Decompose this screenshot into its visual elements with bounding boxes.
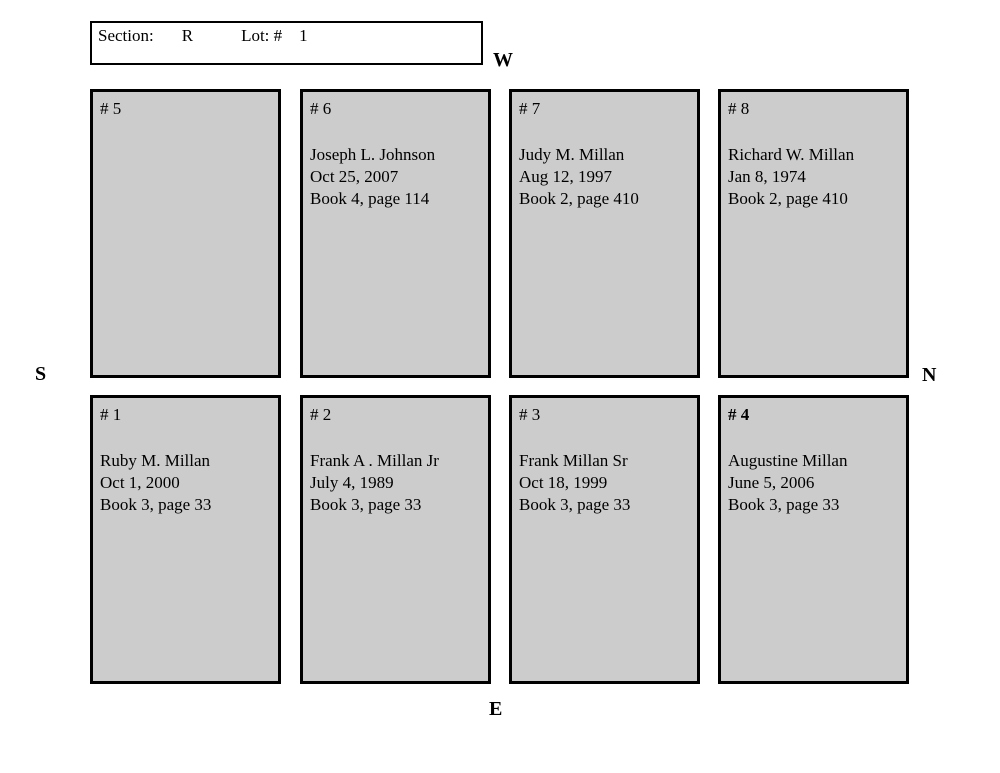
plot-date: Oct 25, 2007 bbox=[310, 167, 399, 186]
compass-south-label: S bbox=[35, 363, 47, 385]
plot-occupant-name: Judy M. Millan bbox=[519, 145, 625, 164]
compass-west-label: W bbox=[493, 49, 513, 71]
plot-number: # 7 bbox=[519, 99, 541, 118]
plot-1[interactable]: # 1 Ruby M. Millan Oct 1, 2000 Book 3, p… bbox=[90, 395, 281, 684]
plot-date bbox=[100, 166, 272, 188]
plot-number: # 6 bbox=[310, 99, 332, 118]
plot-date: July 4, 1989 bbox=[310, 473, 394, 492]
plot-occupant-name: Frank A . Millan Jr bbox=[310, 451, 439, 470]
plot-book-page: Book 3, page 33 bbox=[100, 495, 212, 514]
plot-info: Richard W. Millan Jan 8, 1974 Book 2, pa… bbox=[728, 144, 900, 210]
plot-date: Jan 8, 1974 bbox=[728, 167, 806, 186]
plot-book-page: Book 3, page 33 bbox=[519, 495, 631, 514]
section-value: R bbox=[181, 26, 194, 45]
plot-8[interactable]: # 8 Richard W. Millan Jan 8, 1974 Book 2… bbox=[718, 89, 909, 378]
compass-north-label: N bbox=[922, 364, 937, 386]
plot-2[interactable]: # 2 Frank A . Millan Jr July 4, 1989 Boo… bbox=[300, 395, 491, 684]
plot-book-page: Book 2, page 410 bbox=[519, 189, 639, 208]
plot-occupant-name: Joseph L. Johnson bbox=[310, 145, 436, 164]
plot-book-page: Book 4, page 114 bbox=[310, 189, 430, 208]
plot-3[interactable]: # 3 Frank Millan Sr Oct 18, 1999 Book 3,… bbox=[509, 395, 700, 684]
lot-label: Lot: # bbox=[241, 26, 283, 45]
plot-info: Ruby M. Millan Oct 1, 2000 Book 3, page … bbox=[100, 450, 272, 516]
plot-date: Oct 18, 1999 bbox=[519, 473, 608, 492]
plot-info: Frank Millan Sr Oct 18, 1999 Book 3, pag… bbox=[519, 450, 691, 516]
section-label: Section: bbox=[98, 26, 154, 45]
plot-6[interactable]: # 6 Joseph L. Johnson Oct 25, 2007 Book … bbox=[300, 89, 491, 378]
plot-occupant-name: Ruby M. Millan bbox=[100, 451, 211, 470]
plot-date: Oct 1, 2000 bbox=[100, 473, 180, 492]
plot-info: Judy M. Millan Aug 12, 1997 Book 2, page… bbox=[519, 144, 691, 210]
plot-info: Joseph L. Johnson Oct 25, 2007 Book 4, p… bbox=[310, 144, 482, 210]
plot-date: June 5, 2006 bbox=[728, 473, 815, 492]
plot-number: # 3 bbox=[519, 405, 541, 424]
plot-occupant-name: Richard W. Millan bbox=[728, 145, 855, 164]
plot-number: # 8 bbox=[728, 99, 750, 118]
plot-info bbox=[100, 144, 272, 210]
plot-info: Augustine Millan June 5, 2006 Book 3, pa… bbox=[728, 450, 900, 516]
plot-book-page: Book 2, page 410 bbox=[728, 189, 848, 208]
plot-number: # 1 bbox=[100, 405, 122, 424]
plot-number: # 4 bbox=[728, 405, 750, 424]
plot-number: # 2 bbox=[310, 405, 332, 424]
plot-occupant-name: Augustine Millan bbox=[728, 451, 848, 470]
plot-5[interactable]: # 5 bbox=[90, 89, 281, 378]
plot-book-page: Book 3, page 33 bbox=[310, 495, 422, 514]
lot-value: 1 bbox=[299, 26, 308, 45]
compass-east-label: E bbox=[489, 698, 503, 720]
plot-date: Aug 12, 1997 bbox=[519, 167, 613, 186]
plot-book-page bbox=[100, 188, 272, 210]
plot-book-page: Book 3, page 33 bbox=[728, 495, 840, 514]
plot-info: Frank A . Millan Jr July 4, 1989 Book 3,… bbox=[310, 450, 482, 516]
plot-number: # 5 bbox=[100, 99, 122, 118]
plot-7[interactable]: # 7 Judy M. Millan Aug 12, 1997 Book 2, … bbox=[509, 89, 700, 378]
plot-occupant-name bbox=[100, 144, 272, 166]
plot-4[interactable]: # 4 Augustine Millan June 5, 2006 Book 3… bbox=[718, 395, 909, 684]
plot-occupant-name: Frank Millan Sr bbox=[519, 451, 628, 470]
section-lot-header: Section: R Lot: # 1 bbox=[90, 21, 483, 65]
